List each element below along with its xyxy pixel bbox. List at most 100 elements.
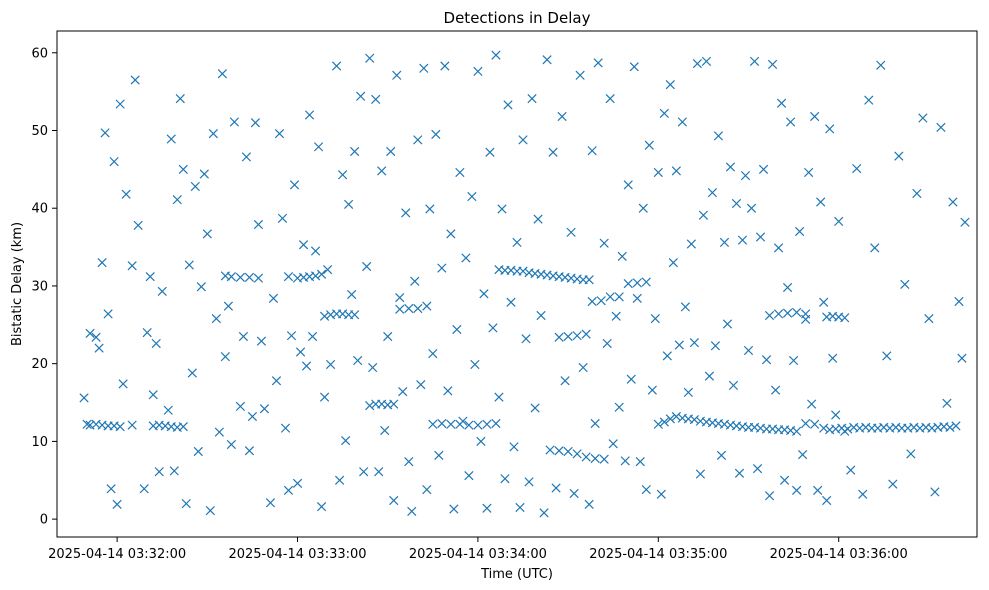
data-point — [527, 93, 537, 104]
data-point — [395, 292, 405, 303]
x-tick-label: 2025-04-14 03:33:00 — [228, 547, 366, 562]
data-point — [563, 331, 573, 342]
data-point — [677, 117, 687, 127]
data-point — [746, 203, 757, 213]
data-point — [945, 422, 955, 433]
data-point — [112, 499, 122, 509]
data-point — [97, 258, 107, 268]
data-point — [443, 386, 453, 396]
data-point — [912, 188, 922, 199]
data-point — [518, 135, 528, 145]
data-point — [497, 204, 507, 214]
data-point — [641, 484, 651, 495]
data-point — [840, 313, 850, 323]
y-tick-label: 10 — [31, 435, 48, 450]
data-point — [244, 272, 255, 283]
data-point — [864, 95, 874, 105]
data-point — [749, 56, 760, 66]
data-point — [656, 489, 666, 499]
data-point — [500, 474, 510, 484]
data-point — [395, 304, 405, 314]
data-point — [205, 505, 215, 516]
data-point — [467, 191, 477, 202]
x-tick-label: 2025-04-14 03:35:00 — [589, 547, 727, 562]
data-point — [220, 352, 230, 362]
data-point — [728, 380, 739, 391]
data-point — [121, 189, 131, 199]
data-point — [362, 261, 372, 272]
data-point — [310, 271, 321, 281]
data-point — [271, 376, 282, 386]
data-point — [599, 454, 609, 464]
data-point — [494, 392, 504, 402]
data-point — [491, 418, 501, 429]
data-point — [590, 418, 600, 429]
data-point — [819, 423, 829, 433]
data-point — [316, 502, 327, 512]
data-point — [446, 229, 456, 239]
data-point — [767, 59, 778, 70]
data-point — [127, 261, 137, 271]
data-point — [647, 385, 657, 395]
data-point — [650, 313, 660, 324]
data-point — [942, 398, 952, 408]
data-point — [807, 399, 817, 409]
data-point — [752, 463, 763, 474]
data-point — [623, 278, 633, 289]
data-point — [130, 75, 140, 85]
data-point — [668, 258, 678, 268]
data-point — [413, 303, 423, 314]
data-point — [572, 449, 582, 459]
data-point — [464, 420, 474, 430]
data-point — [575, 70, 585, 80]
data-point — [319, 392, 330, 402]
data-point — [764, 491, 775, 501]
data-point — [389, 495, 399, 506]
data-point — [374, 467, 384, 477]
data-point — [617, 251, 627, 262]
data-point — [722, 319, 733, 329]
data-point — [578, 362, 588, 373]
data-point — [473, 66, 483, 77]
data-point — [437, 418, 447, 429]
data-point — [398, 387, 408, 397]
data-point — [172, 195, 182, 205]
data-point — [810, 419, 820, 429]
data-point — [265, 498, 276, 508]
data-point — [653, 167, 663, 178]
data-point — [918, 113, 928, 123]
data-point — [244, 446, 255, 456]
data-point — [599, 238, 609, 248]
data-point — [758, 164, 769, 174]
data-point — [521, 334, 531, 344]
data-point — [906, 449, 916, 459]
data-point — [719, 237, 730, 248]
data-point — [797, 449, 808, 460]
data-point — [602, 338, 612, 349]
data-point — [223, 301, 233, 311]
data-point — [810, 111, 820, 122]
data-point — [482, 503, 492, 513]
data-point — [683, 387, 693, 398]
data-point — [304, 110, 315, 120]
data-point — [109, 156, 119, 167]
data-point — [145, 271, 155, 282]
data-point — [822, 495, 832, 506]
markers-layer — [79, 50, 970, 518]
data-point — [410, 276, 420, 286]
x-axis-label: Time (UTC) — [480, 567, 553, 582]
data-point — [804, 167, 814, 178]
data-point — [626, 374, 636, 384]
data-point — [298, 240, 309, 250]
data-point — [581, 452, 591, 462]
data-point — [256, 336, 267, 346]
data-point — [545, 445, 555, 455]
data-point — [386, 146, 396, 157]
data-point — [437, 263, 447, 273]
data-point — [563, 446, 573, 457]
data-point — [948, 197, 958, 207]
data-point — [283, 271, 294, 282]
data-point — [476, 436, 486, 447]
data-point — [635, 456, 645, 467]
data-point — [773, 243, 784, 253]
